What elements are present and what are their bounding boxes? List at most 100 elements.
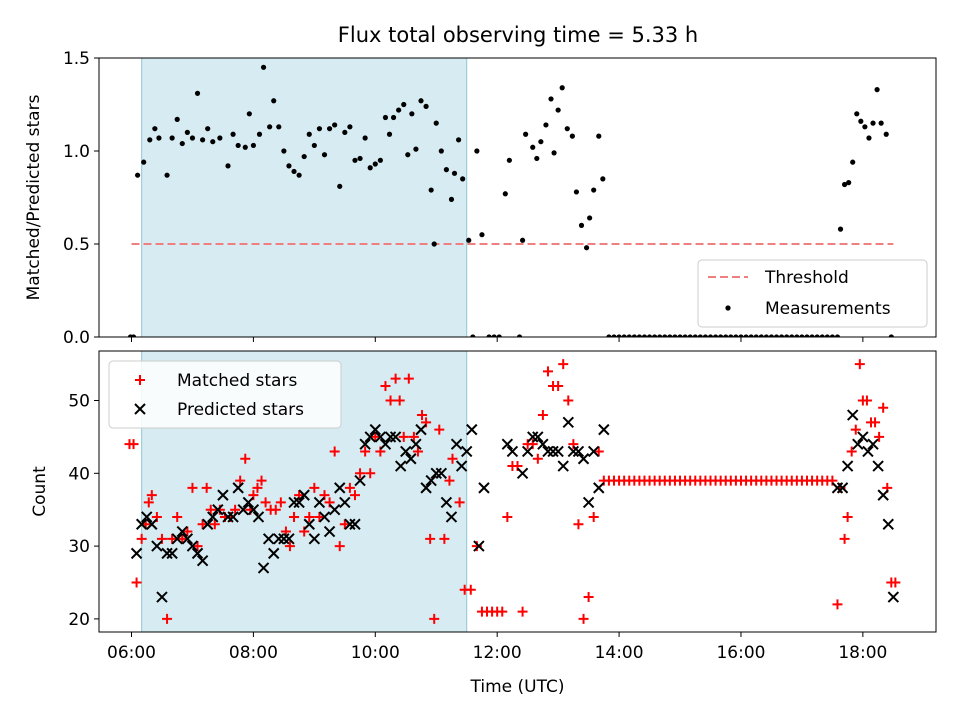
predicted-stars-point: [430, 467, 442, 480]
measurement-point: [809, 334, 815, 337]
legend-matched-swatch: [135, 375, 145, 385]
predicted-stars-point: [527, 431, 539, 443]
measurement-point: [474, 148, 480, 154]
measurement-point: [210, 139, 216, 145]
legend-predicted-label: Predicted stars: [177, 400, 304, 420]
matched-stars-point: [517, 606, 528, 617]
matched-stars-point: [558, 359, 569, 370]
measurement-point: [130, 334, 137, 337]
predicted-stars-point: [593, 482, 605, 494]
bottom-legend: Matched stars Predicted stars: [108, 360, 342, 429]
measurement-point: [189, 135, 196, 141]
predicted-stars-point: [466, 423, 478, 436]
measurement-point: [225, 163, 231, 169]
measurement-point: [246, 111, 252, 117]
measurement-point: [697, 334, 703, 337]
legend-predicted-swatch: [134, 403, 146, 415]
matched-stars-point: [850, 424, 861, 435]
predicted-stars-point: [882, 518, 894, 530]
top-legend: Threshold Measurements: [697, 259, 928, 328]
measurement-point: [555, 107, 561, 113]
predicted-stars-point: [207, 511, 219, 523]
legend-frame: [108, 360, 342, 429]
measurement-point: [596, 133, 602, 139]
matched-stars-point: [870, 417, 881, 428]
measurement-point: [332, 122, 338, 128]
matched-stars-point: [260, 497, 271, 508]
bottom-axes-frame: [98, 350, 937, 633]
measurement-point: [347, 124, 353, 130]
predicted-stars-point: [196, 554, 209, 567]
matched-stars-point: [573, 519, 584, 530]
measurement-point: [870, 120, 876, 126]
measurement-point: [591, 187, 597, 193]
measurement-point: [235, 142, 241, 149]
measurement-point: [587, 215, 593, 221]
predicted-stars-point: [278, 533, 290, 545]
predicted-stars-point: [334, 482, 346, 494]
predicted-stars-point: [542, 445, 554, 458]
matched-stars-point: [439, 533, 450, 544]
measurement-point: [712, 334, 719, 337]
measurement-point: [600, 176, 606, 182]
measurement-point: [888, 334, 894, 337]
measurement-point: [443, 167, 449, 173]
measurement-point: [169, 135, 175, 141]
measurement-point: [367, 165, 373, 171]
predicted-stars-point: [521, 445, 534, 458]
matched-stars-point: [502, 511, 513, 522]
measurement-point: [152, 126, 158, 132]
predicted-stars-point: [237, 503, 249, 516]
predicted-stars-point: [359, 438, 371, 450]
predicted-stars-point: [450, 438, 463, 450]
measurement-point: [342, 129, 348, 135]
measurement-point: [523, 131, 529, 137]
predicted-stars-point: [400, 445, 412, 458]
top-plot-area: [127, 58, 894, 337]
predicted-stars-point: [323, 525, 336, 538]
matched-stars-point: [344, 482, 355, 493]
predicted-stars-point: [836, 482, 849, 494]
matched-stars-point: [380, 380, 391, 391]
measurement-point: [386, 131, 393, 137]
predicted-stars-point: [389, 431, 402, 443]
measurement-point: [799, 334, 805, 337]
predicted-stars-point: [293, 496, 305, 509]
predicted-stars-point: [877, 489, 889, 501]
legend-threshold-label: Threshold: [764, 268, 849, 288]
predicted-stars-point: [440, 496, 453, 509]
matched-stars-point: [390, 373, 401, 384]
measurement-point: [662, 334, 668, 337]
predicted-stars-point: [552, 445, 564, 458]
measurement-point: [337, 183, 343, 189]
predicted-stars-point: [156, 591, 168, 603]
matched-stars-point: [365, 468, 376, 479]
y-tick-label: 1.0: [63, 142, 90, 162]
measurement-point: [773, 334, 780, 337]
predicted-stars-point: [516, 467, 529, 480]
measurement-point: [164, 172, 170, 178]
matched-stars-point: [398, 431, 409, 442]
measurement-point: [636, 334, 642, 337]
measurement-point: [423, 103, 429, 109]
predicted-stars-point: [268, 547, 280, 560]
measurement-point: [753, 334, 759, 337]
measurement-point: [543, 122, 549, 128]
x-tick-label: 12:00: [473, 643, 522, 663]
measurement-point: [311, 142, 317, 149]
measurement-point: [316, 126, 323, 132]
matched-stars-point: [447, 453, 458, 464]
predicted-stars-point: [318, 511, 331, 523]
measurement-point: [824, 334, 830, 337]
matched-stars-point: [578, 613, 589, 624]
matched-stars-point: [874, 431, 885, 442]
matched-stars-point: [360, 446, 371, 457]
measurement-point: [738, 334, 744, 337]
measurement-point: [723, 334, 729, 337]
matched-stars-point: [172, 511, 183, 522]
predicted-stars-point: [283, 533, 295, 545]
predicted-stars-point: [420, 482, 432, 494]
matched-stars-point: [201, 482, 212, 493]
measurement-point: [850, 159, 856, 165]
